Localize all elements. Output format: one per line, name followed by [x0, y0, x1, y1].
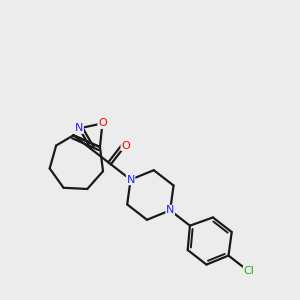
Text: N: N: [166, 205, 174, 215]
Text: N: N: [75, 123, 83, 134]
Text: Cl: Cl: [243, 266, 254, 276]
Text: N: N: [126, 175, 135, 184]
Text: O: O: [98, 118, 107, 128]
Text: O: O: [121, 140, 130, 151]
